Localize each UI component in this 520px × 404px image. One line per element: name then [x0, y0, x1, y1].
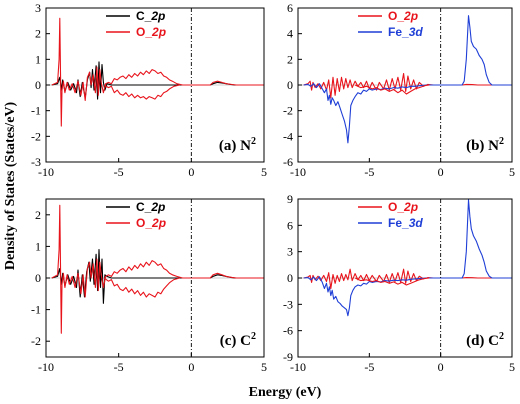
- x-tick-label: -5: [364, 165, 374, 179]
- legend-entry: O_2p: [388, 9, 418, 23]
- y-tick-label: -3: [31, 155, 41, 169]
- panel-d: -10 -5 0 5 -9 -6 -3 0 3 6 9 O_2p Fe_3d (d) C2: [283, 192, 515, 374]
- y-tick-label: 2: [35, 27, 41, 41]
- x-tick-label: -10: [290, 360, 306, 374]
- series-o-2p-down: [354, 277, 430, 286]
- y-tick-label: 0: [287, 78, 293, 92]
- y-tick-label: -1: [31, 104, 41, 118]
- legend-entry: O_2p: [388, 200, 418, 214]
- legend-entry: C_2p: [136, 200, 165, 214]
- y-tick-label: 0: [35, 271, 41, 285]
- series-c-2p: [51, 249, 264, 304]
- legend-entry: Fe_3d: [388, 25, 423, 39]
- x-tick-label: 0: [188, 165, 194, 179]
- x-tick-label: -5: [114, 165, 124, 179]
- x-axis-label: Energy (eV): [249, 385, 322, 400]
- series-fe-3d: [303, 199, 512, 317]
- x-tick-label: -10: [38, 360, 54, 374]
- y-tick-label: 3: [287, 245, 293, 259]
- y-tick-label: -2: [31, 129, 41, 143]
- panel-b: -10 -5 0 5 -6 -4 -2 0 2 4 6 O_2p Fe_3d (b) N2: [283, 1, 515, 179]
- series-o-2p-down: [103, 277, 180, 298]
- legend-entry: O_2p: [136, 216, 166, 230]
- y-tick-label: 6: [287, 1, 293, 15]
- panel-label: (d) C2: [466, 331, 504, 349]
- x-tick-label: 5: [509, 360, 515, 374]
- series-o-2p: [51, 204, 264, 334]
- y-tick-label: 4: [287, 27, 293, 41]
- y-tick-label: -2: [31, 334, 41, 348]
- y-tick-label: -4: [283, 129, 293, 143]
- x-tick-label: -10: [290, 165, 306, 179]
- y-tick-label: 0: [287, 271, 293, 285]
- series-o-2p-down: [103, 84, 180, 100]
- y-tick-label: -2: [283, 104, 293, 118]
- series-o-2p-down: [354, 84, 430, 95]
- y-tick-label: 9: [287, 192, 293, 206]
- panel-label: (b) N2: [466, 136, 504, 154]
- plot-area: [51, 17, 264, 127]
- plot-area: [51, 204, 264, 334]
- panel-label: (c) C2: [220, 331, 256, 349]
- plot-area: [303, 15, 512, 144]
- series-c-2p: [51, 61, 264, 100]
- x-tick-label: -5: [114, 360, 124, 374]
- legend-entry: C_2p: [136, 9, 165, 23]
- y-tick-label: -3: [283, 297, 293, 311]
- x-tick-label: -5: [364, 360, 374, 374]
- series-fe-3d: [303, 15, 512, 144]
- y-tick-label: 3: [35, 1, 41, 15]
- legend-entry: Fe_3d: [388, 216, 423, 230]
- series-o-2p: [51, 17, 264, 127]
- y-tick-label: -6: [283, 155, 293, 169]
- x-tick-label: 5: [509, 165, 515, 179]
- x-tick-label: 5: [261, 360, 267, 374]
- x-tick-label: 0: [188, 360, 194, 374]
- legend-entry: O_2p: [136, 25, 166, 39]
- y-tick-label: 1: [35, 239, 41, 253]
- y-tick-label: -1: [31, 303, 41, 317]
- y-tick-label: 0: [35, 78, 41, 92]
- plot-area: [303, 199, 512, 317]
- y-tick-label: 1: [35, 52, 41, 66]
- series-o-2p: [303, 268, 512, 290]
- series-o-2p: [303, 72, 512, 99]
- x-tick-label: 0: [438, 165, 444, 179]
- y-tick-label: 6: [287, 218, 293, 232]
- y-tick-label: 2: [287, 52, 293, 66]
- x-tick-label: 5: [261, 165, 267, 179]
- y-axis-label: Density of States (States/eV): [3, 101, 18, 270]
- y-tick-label: -6: [283, 324, 293, 338]
- panel-label: (a) N2: [219, 136, 256, 154]
- y-tick-label: -9: [283, 350, 293, 364]
- x-tick-label: 0: [438, 360, 444, 374]
- x-tick-label: -10: [38, 165, 54, 179]
- y-tick-label: 2: [35, 208, 41, 222]
